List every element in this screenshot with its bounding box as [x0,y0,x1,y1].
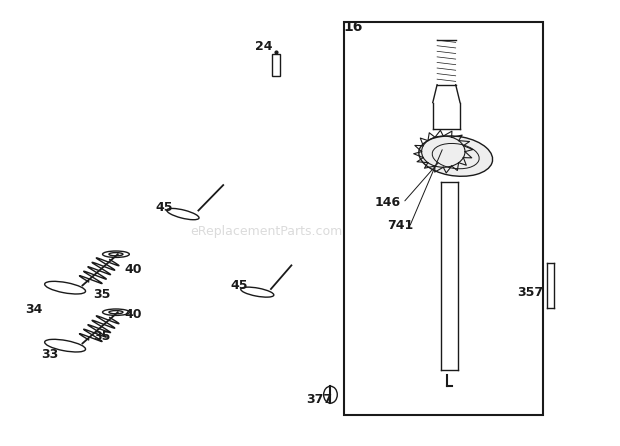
Bar [272,54,280,76]
Text: eReplacementParts.com: eReplacementParts.com [190,225,343,239]
Text: 40: 40 [125,308,142,321]
Ellipse shape [45,339,86,352]
Text: 35: 35 [94,288,111,301]
Text: 146: 146 [374,196,401,210]
Text: 35: 35 [94,330,111,343]
Text: 741: 741 [387,219,413,232]
Text: 34: 34 [25,303,43,317]
Ellipse shape [167,208,199,220]
Ellipse shape [241,287,274,297]
Bar [344,22,542,415]
Text: 24: 24 [255,40,272,54]
Ellipse shape [324,386,337,403]
Text: 377: 377 [306,392,332,406]
Text: 16: 16 [343,20,363,34]
Text: 33: 33 [41,348,58,361]
Text: 357: 357 [517,285,543,299]
Text: 45: 45 [156,201,173,214]
Text: 45: 45 [230,279,247,292]
Text: 40: 40 [125,263,142,277]
Ellipse shape [45,281,86,294]
Ellipse shape [418,136,493,176]
